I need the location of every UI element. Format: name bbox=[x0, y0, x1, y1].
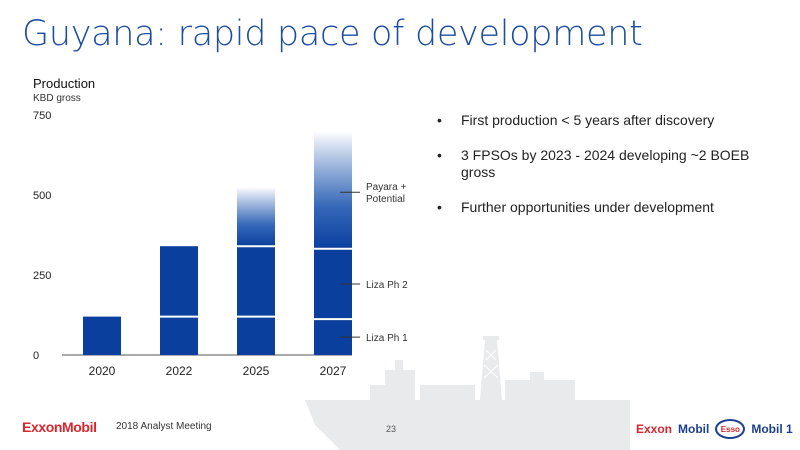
y-tick-label: 750 bbox=[33, 110, 51, 122]
y-axis-unit: KBD gross bbox=[33, 93, 81, 104]
page-number: 23 bbox=[386, 424, 397, 434]
series-label: Potential bbox=[366, 194, 405, 205]
x-tick-label: 2027 bbox=[320, 364, 347, 378]
x-tick-label: 2025 bbox=[243, 364, 270, 378]
bar-segment bbox=[237, 187, 275, 247]
y-axis-label: Production bbox=[33, 76, 96, 91]
footer-event-text: 2018 Analyst Meeting bbox=[116, 421, 212, 432]
series-label: Liza Ph 1 bbox=[366, 333, 408, 344]
series-label: Payara + bbox=[366, 182, 406, 193]
x-tick-label: 2022 bbox=[166, 364, 193, 378]
bar-segment bbox=[160, 316, 198, 355]
mobil1-logo: Mobil 1 bbox=[751, 422, 793, 436]
fpso-ship-illustration bbox=[305, 336, 630, 450]
exxon-logo: Exxon bbox=[636, 422, 673, 436]
bullet-item: Further opportunities under development bbox=[432, 199, 782, 216]
brand-logos: Exxon Mobil Esso Mobil 1 bbox=[636, 418, 793, 440]
series-label: Liza Ph 2 bbox=[366, 280, 408, 291]
bullet-item: 3 FPSOs by 2023 - 2024 developing ~2 BOE… bbox=[432, 147, 782, 181]
mobil-logo: Mobil bbox=[678, 422, 710, 436]
bar-segment bbox=[314, 131, 352, 249]
exxonmobil-logo: ExxonMobil bbox=[22, 419, 97, 435]
bullet-list: First production < 5 years after discove… bbox=[432, 112, 782, 234]
y-tick-label: 250 bbox=[33, 270, 51, 282]
bar-segment bbox=[83, 316, 121, 355]
bar-segment bbox=[237, 246, 275, 317]
bar-segment bbox=[160, 246, 198, 317]
bullet-item: First production < 5 years after discove… bbox=[432, 112, 782, 129]
x-tick-label: 2020 bbox=[89, 364, 116, 378]
y-tick-label: 0 bbox=[33, 350, 39, 362]
esso-logo: Esso bbox=[715, 419, 746, 439]
y-tick-label: 500 bbox=[33, 190, 51, 202]
page-title: Guyana: rapid pace of development bbox=[22, 14, 643, 54]
bar-segment bbox=[237, 316, 275, 355]
